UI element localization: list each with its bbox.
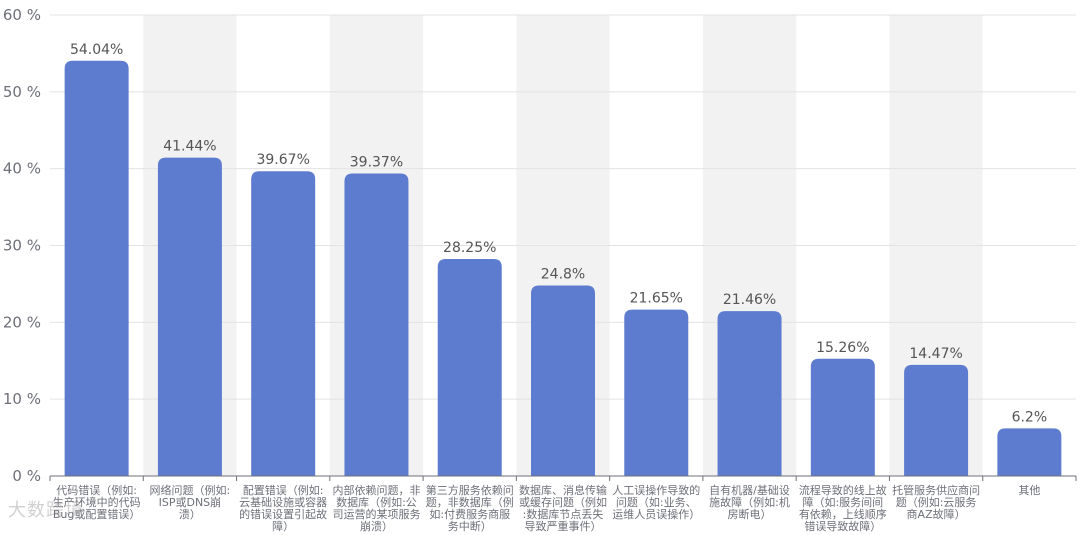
y-tick-label: 20 % bbox=[3, 313, 41, 331]
category-label-line: 如:付费服务商服 bbox=[429, 507, 510, 521]
category-label-line: 有依赖，上线顺序 bbox=[799, 507, 887, 521]
category-label-line: 错误导致故障） bbox=[804, 519, 881, 533]
y-tick-label: 30 % bbox=[3, 237, 41, 255]
category-label: 其他 bbox=[1018, 484, 1040, 497]
data-label: 39.67% bbox=[256, 152, 309, 168]
y-tick-label: 60 % bbox=[3, 6, 41, 24]
category-label: 配置错误（例如:云基础设施或容器的错误设置引起故障） bbox=[239, 483, 327, 533]
y-tick-label: 10 % bbox=[3, 390, 41, 408]
category-label: 网络问题（例如: ISP或DNS崩溃） bbox=[150, 483, 231, 521]
category-label-line: 自有机器/基础设 bbox=[709, 483, 790, 497]
category-labels: 代码错误（例如:生产环境中的代码 Bug或配置错误）网络问题（例如: ISP或DNS… bbox=[53, 483, 1041, 533]
watermark-text: 大数跨境 bbox=[8, 500, 84, 521]
category-label-line: 第三方服务依赖问 bbox=[426, 483, 514, 497]
y-tick-label: 40 % bbox=[3, 160, 41, 178]
data-label: 54.04% bbox=[70, 42, 123, 58]
category-label-line: 数据库、消息传输 bbox=[519, 483, 607, 497]
category-label: 托管服务供应商问题（例如:云服务商AZ故障） bbox=[892, 483, 980, 521]
category-label-line: ISP或DNS崩 bbox=[159, 495, 222, 509]
watermark-logo: 大数跨境 bbox=[8, 496, 84, 522]
bar bbox=[717, 311, 782, 476]
category-label-line: 题，非数据库（例 bbox=[426, 495, 514, 509]
bar bbox=[624, 309, 689, 476]
category-label: 内部依赖问题，非数据库（例如:公司运营的某项服务崩溃） bbox=[332, 483, 420, 533]
category-label-line: 崩溃） bbox=[360, 519, 393, 533]
category-label: 流程导致的线上故障（如:服务间间有依赖，上线顺序错误导致故障） bbox=[799, 483, 887, 533]
category-label: 数据库、消息传输或缓存问题（例如:数据库节点丢失导致严重事件） bbox=[519, 483, 607, 533]
category-label-line: 商AZ故障） bbox=[907, 507, 966, 521]
data-label: 28.25% bbox=[443, 240, 496, 256]
category-label-line: Bug或配置错误） bbox=[53, 507, 141, 521]
bar bbox=[437, 258, 502, 476]
y-tick-label: 50 % bbox=[3, 83, 41, 101]
data-label: 21.46% bbox=[723, 292, 776, 308]
category-label-line: 配置错误（例如: bbox=[243, 483, 324, 497]
category-label-line: 房断电） bbox=[728, 507, 772, 521]
category-label-line: 运维人员误操作） bbox=[612, 507, 700, 521]
category-label: 代码错误（例如:生产环境中的代码 Bug或配置错误） bbox=[53, 483, 141, 521]
category-label-line: 溃） bbox=[179, 508, 201, 521]
category-label-line: 生产环境中的代码 bbox=[53, 495, 141, 509]
category-label-line: 内部依赖问题，非 bbox=[332, 483, 420, 497]
category-label-line: 问题（如:业务、 bbox=[616, 495, 697, 509]
y-tick-label: 0 % bbox=[12, 467, 41, 485]
data-label: 21.65% bbox=[630, 291, 683, 307]
category-label-line: 托管服务供应商问 bbox=[892, 483, 980, 497]
category-label-line: 网络问题（例如: bbox=[150, 483, 231, 497]
data-label: 39.37% bbox=[350, 155, 403, 171]
category-label-line: 云基础设施或容器 bbox=[239, 495, 327, 509]
category-label-line: 障（如:服务间间 bbox=[802, 495, 883, 509]
category-label: 自有机器/基础设施故障（例如:机房断电） bbox=[709, 483, 790, 521]
bar bbox=[904, 364, 969, 476]
category-label-line: 导致严重事件） bbox=[525, 519, 602, 533]
category-label-line: 或缓存问题（例如 bbox=[519, 495, 607, 509]
category-label: 人工误操作导致的问题（如:业务、运维人员误操作） bbox=[612, 483, 700, 521]
category-label-line: 代码错误（例如: bbox=[56, 483, 137, 497]
category-label-line: 题（例如:云服务 bbox=[896, 495, 977, 509]
bar bbox=[344, 173, 409, 476]
data-labels: 54.04% 41.44% 39.67% 39.37% 28.25% 24.8% 21.65… bbox=[70, 42, 1047, 426]
data-label: 24.8% bbox=[541, 266, 585, 282]
category-label: 第三方服务依赖问题，非数据库（例如:付费服务商服务中断） bbox=[426, 483, 514, 533]
data-label: 15.26% bbox=[816, 340, 869, 356]
bar bbox=[157, 157, 222, 476]
bars bbox=[64, 60, 1062, 477]
category-label-line: 施故障（例如:机 bbox=[709, 495, 790, 509]
category-label-line: 人工误操作导致的 bbox=[612, 483, 700, 497]
bar bbox=[997, 428, 1062, 476]
bar bbox=[531, 285, 595, 476]
data-label: 6.2% bbox=[1012, 409, 1048, 425]
category-label-line: 数据库（例如:公 bbox=[336, 495, 417, 509]
bar bbox=[810, 358, 875, 476]
bar bbox=[251, 171, 316, 477]
category-label-line: 务中断） bbox=[448, 519, 492, 533]
category-label-line: 流程导致的线上故 bbox=[799, 483, 887, 497]
bar bbox=[64, 60, 129, 477]
data-label: 14.47% bbox=[909, 346, 962, 362]
category-label-line: :数据库节点丢失 bbox=[523, 507, 604, 521]
category-label-line: 司运营的某项服务 bbox=[332, 507, 420, 521]
category-label-line: 障） bbox=[272, 519, 294, 533]
x-axis-ticks bbox=[49, 476, 1077, 481]
data-label: 41.44% bbox=[163, 139, 216, 155]
category-label-line: 其他 bbox=[1018, 484, 1040, 497]
category-label-line: 的错误设置引起故 bbox=[239, 507, 327, 521]
y-axis-ticks: 0 % 10 % 20 % 30 % 40 % 50 % 60 % bbox=[3, 6, 41, 485]
